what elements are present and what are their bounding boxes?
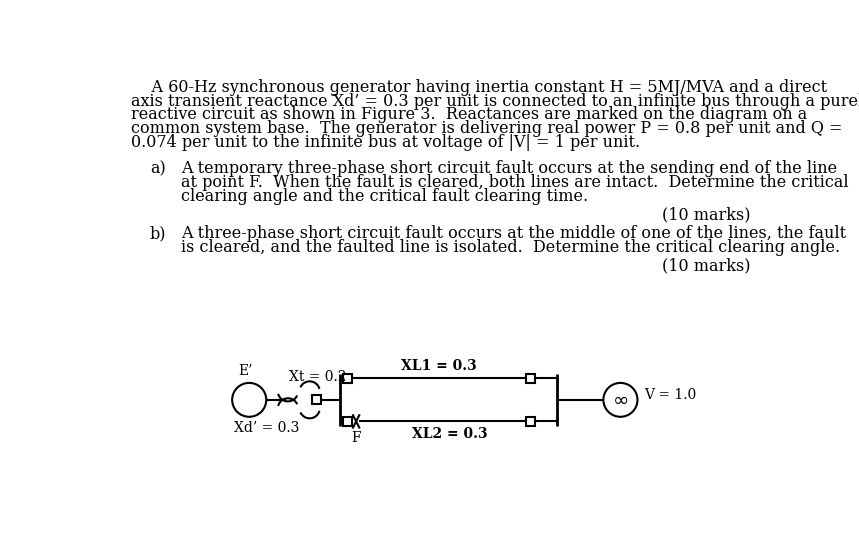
Text: A temporary three-phase short circuit fault occurs at the sending end of the lin: A temporary three-phase short circuit fa… (181, 160, 838, 178)
Bar (312, 395, 321, 404)
Text: (10 marks): (10 marks) (662, 258, 751, 274)
Text: b): b) (150, 225, 167, 242)
Text: axis transient reactance Xd’ = 0.3 per unit is connected to an infinite bus thro: axis transient reactance Xd’ = 0.3 per u… (131, 92, 859, 110)
Text: a): a) (150, 160, 166, 178)
Text: XL2 = 0.3: XL2 = 0.3 (412, 427, 488, 441)
Text: $\infty$: $\infty$ (612, 391, 629, 409)
Text: Xt = 0.2: Xt = 0.2 (289, 371, 347, 384)
Text: reactive circuit as shown in Figure 3.  Reactances are marked on the diagram on : reactive circuit as shown in Figure 3. R… (131, 106, 807, 123)
Text: Xd’ = 0.3: Xd’ = 0.3 (234, 422, 299, 436)
Text: A three-phase short circuit fault occurs at the middle of one of the lines, the : A three-phase short circuit fault occurs… (181, 225, 846, 242)
Text: A 60-Hz synchronous generator having inertia constant H = 5MJ/MVA and a direct: A 60-Hz synchronous generator having ine… (131, 79, 826, 96)
Text: 0.074 per unit to the infinite bus at voltage of |V| = 1 per unit.: 0.074 per unit to the infinite bus at vo… (131, 134, 640, 151)
Text: F: F (351, 431, 361, 445)
Bar (526, 374, 535, 383)
Bar (526, 417, 535, 426)
Text: clearing angle and the critical fault clearing time.: clearing angle and the critical fault cl… (181, 188, 588, 205)
Text: (10 marks): (10 marks) (662, 207, 751, 223)
Bar (343, 417, 352, 426)
Text: common system base.  The generator is delivering real power P = 0.8 per unit and: common system base. The generator is del… (131, 120, 842, 137)
Text: V = 1.0: V = 1.0 (643, 388, 696, 402)
Bar (343, 374, 352, 383)
Text: E’: E’ (238, 363, 253, 377)
Text: at point F.  When the fault is cleared, both lines are intact.  Determine the cr: at point F. When the fault is cleared, b… (181, 174, 849, 191)
Text: XL1 = 0.3: XL1 = 0.3 (401, 359, 477, 373)
Text: is cleared, and the faulted line is isolated.  Determine the critical clearing a: is cleared, and the faulted line is isol… (181, 239, 840, 256)
